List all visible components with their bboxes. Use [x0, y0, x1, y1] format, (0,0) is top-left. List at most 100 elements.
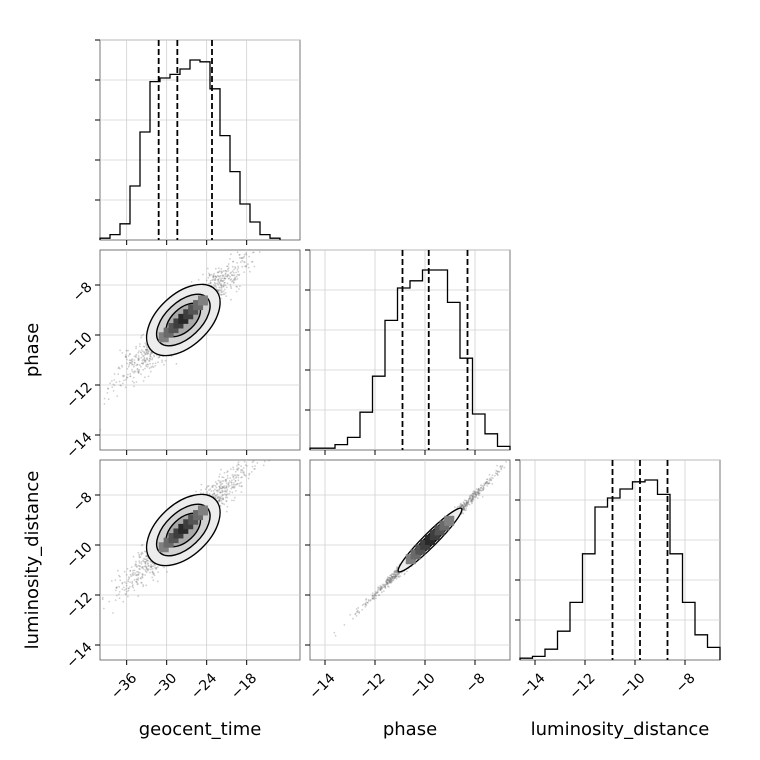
scatter-point — [479, 488, 481, 491]
scatter-point — [227, 277, 230, 280]
scatter-point — [221, 498, 224, 501]
scatter-point — [229, 477, 232, 479]
scatter-point — [224, 277, 227, 280]
scatter-point — [467, 501, 470, 504]
scatter-point — [478, 492, 481, 495]
scatter-point — [225, 480, 227, 483]
scatter-point — [108, 600, 111, 603]
scatter-point — [463, 507, 466, 510]
scatter-point — [477, 492, 480, 495]
scatter-point — [390, 581, 393, 584]
scatter-point — [465, 502, 468, 505]
scatter-point — [379, 589, 382, 591]
scatter-point — [477, 492, 480, 495]
scatter-point — [130, 362, 132, 365]
scatter-point — [139, 364, 141, 366]
scatter-point — [466, 501, 468, 504]
scatter-point — [124, 355, 127, 358]
x-tick-label: −12 — [566, 670, 598, 702]
scatter-point — [221, 486, 224, 488]
scatter-point — [219, 496, 221, 498]
scatter-point — [221, 502, 224, 505]
scatter-point — [224, 292, 227, 294]
scatter-point — [356, 610, 359, 613]
scatter-point — [148, 360, 151, 362]
scatter-point — [245, 264, 248, 267]
scatter-point — [129, 570, 132, 572]
scatter-point — [240, 471, 242, 474]
scatter-point — [490, 479, 493, 482]
scatter-point — [252, 460, 255, 462]
scatter-point — [151, 570, 154, 573]
scatter-point — [213, 484, 215, 487]
scatter-point — [150, 366, 153, 369]
scatter-point — [485, 481, 488, 483]
scatter-point — [473, 490, 476, 493]
scatter-point — [243, 460, 246, 463]
scatter-point — [200, 492, 202, 494]
scatter-point — [477, 492, 480, 494]
scatter-point — [477, 489, 480, 492]
y-tick-label: −14 — [63, 639, 95, 671]
scatter-point — [133, 362, 136, 364]
scatter-point — [394, 576, 397, 578]
scatter-point — [365, 601, 368, 603]
scatter-point — [480, 489, 483, 492]
scatter-point — [214, 278, 217, 281]
scatter-point — [138, 560, 141, 562]
scatter-point — [454, 506, 456, 509]
scatter-point — [221, 271, 223, 274]
scatter-point — [117, 569, 119, 572]
scatter-point — [133, 372, 135, 374]
scatter-point — [406, 570, 408, 573]
scatter-point — [491, 474, 494, 477]
scatter-point — [473, 496, 476, 498]
scatter-point — [112, 390, 115, 392]
scatter-point — [229, 272, 232, 275]
scatter-point — [133, 365, 135, 368]
scatter-point — [235, 476, 238, 478]
scatter-point — [223, 503, 226, 506]
scatter-point — [389, 581, 392, 584]
scatter-point — [217, 278, 220, 280]
scatter-point — [137, 551, 140, 554]
scatter-point — [238, 482, 241, 485]
scatter-point — [140, 544, 143, 547]
scatter-point — [129, 375, 132, 378]
scatter-point — [137, 359, 140, 362]
scatter-point — [225, 493, 228, 496]
scatter-point — [139, 343, 141, 345]
scatter-point — [127, 587, 130, 590]
scatter-point — [237, 476, 240, 479]
scatter-point — [145, 349, 147, 351]
scatter-point — [253, 468, 256, 470]
scatter-point — [218, 286, 221, 289]
scatter-point — [394, 573, 397, 576]
scatter-point — [396, 571, 398, 574]
scatter-point — [144, 565, 146, 568]
scatter-point — [212, 275, 215, 277]
scatter-point — [471, 502, 473, 505]
scatter-point — [115, 381, 118, 384]
scatter-point — [386, 582, 389, 585]
scatter-point — [374, 594, 376, 597]
scatter-point — [151, 565, 153, 568]
scatter-point — [148, 367, 151, 370]
scatter-point — [144, 376, 146, 379]
scatter-point — [364, 605, 367, 608]
scatter-point — [217, 283, 220, 286]
scatter-point — [369, 599, 372, 601]
scatter-point — [362, 603, 365, 605]
scatter-point — [241, 485, 243, 488]
scatter-point — [144, 359, 147, 362]
scatter-point — [471, 495, 474, 498]
scatter-point — [213, 492, 215, 495]
scatter-point — [221, 285, 224, 288]
x-tick-label: −12 — [356, 670, 388, 702]
scatter-point — [222, 476, 225, 479]
scatter-point — [145, 350, 148, 353]
scatter-point — [231, 499, 233, 502]
scatter-point — [135, 574, 138, 577]
x-axis-label-luminosity-distance: luminosity_distance — [531, 719, 710, 740]
scatter-point — [382, 590, 385, 592]
